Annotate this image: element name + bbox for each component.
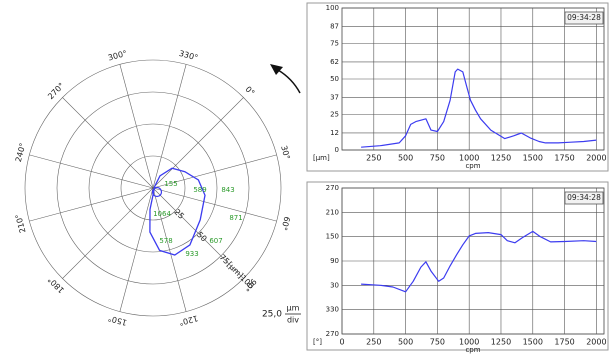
angle-tick-label: 30° (279, 145, 291, 161)
y-tick-label: 100 (326, 4, 339, 12)
speed-label: 1064 (153, 210, 171, 218)
timestamp-box (564, 191, 604, 205)
angle-spoke (152, 64, 187, 189)
x-tick-label: 1000 (459, 338, 479, 347)
speed-label: 607 (209, 237, 222, 245)
y-tick-label: 270 (326, 330, 339, 338)
y-unit: [°] (313, 338, 322, 346)
angle-spoke (152, 154, 277, 189)
y-tick-label: 62 (330, 58, 339, 66)
y-tick-label: 0 (335, 146, 339, 154)
x-tick-label: 1250 (491, 338, 511, 347)
polar-loop (151, 186, 163, 198)
angle-spoke (119, 64, 154, 189)
scale-div: div (287, 316, 299, 325)
y-tick-label: 30 (330, 281, 339, 289)
speed-label: 871 (229, 214, 242, 222)
scale-value: 25,0 (262, 310, 282, 320)
x-tick-label: 2000 (586, 154, 606, 163)
x-tick-label: 750 (430, 154, 445, 163)
y-tick-label: 330 (326, 306, 339, 314)
angle-spoke (62, 187, 154, 279)
x-tick-label: 2000 (586, 338, 606, 347)
polar-curve (149, 167, 206, 256)
x-tick-label: 1500 (523, 338, 543, 347)
y-tick-label: 75 (330, 40, 339, 48)
rotation-arrowhead (270, 64, 283, 75)
x-tick-label: 500 (398, 154, 413, 163)
y-tick-label: 12 (330, 129, 339, 137)
speed-label: 578 (159, 237, 172, 245)
timestamp-box (564, 11, 604, 25)
x-tick-label: 1750 (554, 154, 574, 163)
x-axis-label: cpm (465, 162, 480, 170)
y-tick-label: 210 (326, 208, 339, 216)
x-tick-label: 750 (430, 338, 445, 347)
angle-spoke (152, 187, 277, 222)
y-tick-label: 87 (330, 22, 339, 30)
speed-label: 589 (193, 186, 206, 194)
y-tick-label: 37 (330, 93, 339, 101)
x-tick-label: 1750 (554, 338, 574, 347)
y-tick-label: 25 (330, 111, 339, 119)
radial-grid-ring (24, 59, 282, 317)
radial-grid-ring (88, 123, 218, 253)
radial-grid-ring (120, 155, 186, 221)
speed-label: 155 (164, 180, 177, 188)
data-line (361, 230, 597, 293)
y-tick-label: 50 (330, 75, 339, 83)
y-tick-label: 90 (330, 257, 339, 265)
scale-unit: μm (287, 304, 300, 313)
angle-spoke (152, 97, 244, 189)
y-unit: [μm] (313, 154, 330, 162)
speed-label: 843 (221, 186, 234, 194)
x-axis-label: cpm (465, 346, 480, 354)
angle-spoke (152, 187, 187, 312)
y-tick-label: 150 (326, 233, 339, 241)
angle-spoke (29, 154, 154, 189)
timestamp: 09:34:28 (567, 13, 601, 22)
angle-tick-label: 60° (279, 215, 291, 231)
x-tick-label: 1000 (459, 154, 479, 163)
x-tick-label: 1250 (491, 154, 511, 163)
x-tick-label: 500 (398, 338, 413, 347)
x-tick-label: 1500 (523, 154, 543, 163)
angle-spoke (29, 187, 154, 222)
x-tick-label: 250 (366, 154, 381, 163)
speed-label: 933 (185, 250, 198, 258)
timestamp: 09:34:28 (567, 193, 601, 202)
x-tick-label: 250 (366, 338, 381, 347)
x-tick-label: 0 (339, 338, 344, 347)
angle-spoke (62, 97, 154, 189)
radial-grid-ring (56, 91, 250, 285)
angle-spoke (119, 187, 154, 312)
y-tick-label: 270 (326, 184, 339, 192)
data-line (361, 68, 597, 148)
angle-spoke (152, 187, 244, 279)
